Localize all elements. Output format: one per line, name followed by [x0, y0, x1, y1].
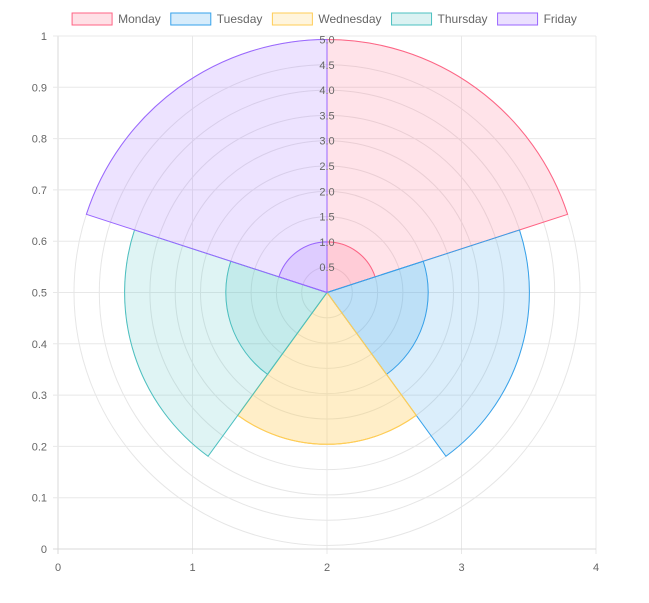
series-thursday — [124, 229, 328, 457]
y-tick-label: 0.1 — [32, 493, 47, 505]
y-tick-label: 0.2 — [32, 441, 47, 453]
series-monday — [326, 38, 569, 294]
x-tick-label: 2 — [324, 562, 330, 574]
series-friday — [85, 38, 328, 294]
y-tick-label: 0.4 — [32, 339, 47, 351]
slice-thursday-2[interactable] — [124, 229, 328, 457]
x-tick-label: 3 — [458, 562, 464, 574]
radial-tick-label: 3.0 — [319, 136, 334, 148]
legend-swatch — [497, 12, 539, 26]
slice-tuesday-1[interactable] — [326, 260, 429, 376]
y-tick-label: 1 — [41, 31, 47, 43]
y-tick-label: 0.9 — [32, 82, 47, 94]
series-tuesday — [326, 229, 530, 457]
y-tick-label: 0.5 — [32, 288, 47, 300]
y-tick-label: 0.3 — [32, 390, 47, 402]
cartesian-axes: 0 1 2 3 4 0 0.1 0.2 0.3 0.4 0.5 0.6 0.7 0.8 0.9 1 — [32, 31, 599, 574]
legend-label: Tuesday — [217, 12, 263, 26]
radial-tick-label: 2.0 — [319, 186, 334, 198]
legend-item-friday[interactable]: Friday — [497, 12, 577, 26]
y-tick-label: 0 — [41, 544, 47, 556]
slice-monday-1[interactable] — [326, 241, 376, 294]
legend-swatch — [271, 12, 313, 26]
legend-swatch — [391, 12, 433, 26]
radial-tick-label: 3.5 — [319, 110, 334, 122]
legend-item-wednesday[interactable]: Wednesday — [271, 12, 382, 26]
radial-tick-labels: 0.5 1.0 1.5 2.0 2.5 3.0 3.5 4.0 4.5 5.0 — [319, 35, 334, 275]
slice-friday-2[interactable] — [85, 38, 328, 294]
radial-tick-label: 2.5 — [319, 161, 334, 173]
legend-label: Friday — [544, 12, 577, 26]
legend-label: Wednesday — [318, 12, 381, 26]
legend-label: Thursday — [438, 12, 488, 26]
legend-swatch — [170, 12, 212, 26]
data-layer — [85, 38, 569, 457]
slice-friday-1[interactable] — [278, 241, 328, 294]
legend-label: Monday — [118, 12, 161, 26]
radial-tick-label: 0.5 — [319, 262, 334, 274]
radial-tick-label: 4.0 — [319, 85, 334, 97]
slice-tuesday-2[interactable] — [326, 229, 530, 457]
series-wednesday — [237, 291, 417, 445]
legend-item-monday[interactable]: Monday — [71, 12, 161, 26]
x-tick-label: 0 — [55, 562, 61, 574]
y-tick-label: 0.6 — [32, 236, 47, 248]
y-tick-label: 0.8 — [32, 134, 47, 146]
radial-tick-label: 4.5 — [319, 60, 334, 72]
slice-monday-2[interactable] — [326, 38, 569, 294]
x-tick-label: 4 — [593, 562, 599, 574]
slice-wednesday-2[interactable] — [237, 291, 417, 445]
y-tick-label: 0.7 — [32, 185, 47, 197]
legend: Monday Tuesday Wednesday Thursday Friday — [71, 12, 577, 26]
radial-tick-label: 1.0 — [319, 237, 334, 249]
x-tick-label: 1 — [189, 562, 195, 574]
legend-swatch — [71, 12, 113, 26]
radial-tick-label: 1.5 — [319, 212, 334, 224]
legend-item-thursday[interactable]: Thursday — [391, 12, 488, 26]
slice-thursday-1[interactable] — [225, 260, 328, 376]
radial-tick-label: 5.0 — [319, 35, 334, 47]
legend-item-tuesday[interactable]: Tuesday — [170, 12, 263, 26]
